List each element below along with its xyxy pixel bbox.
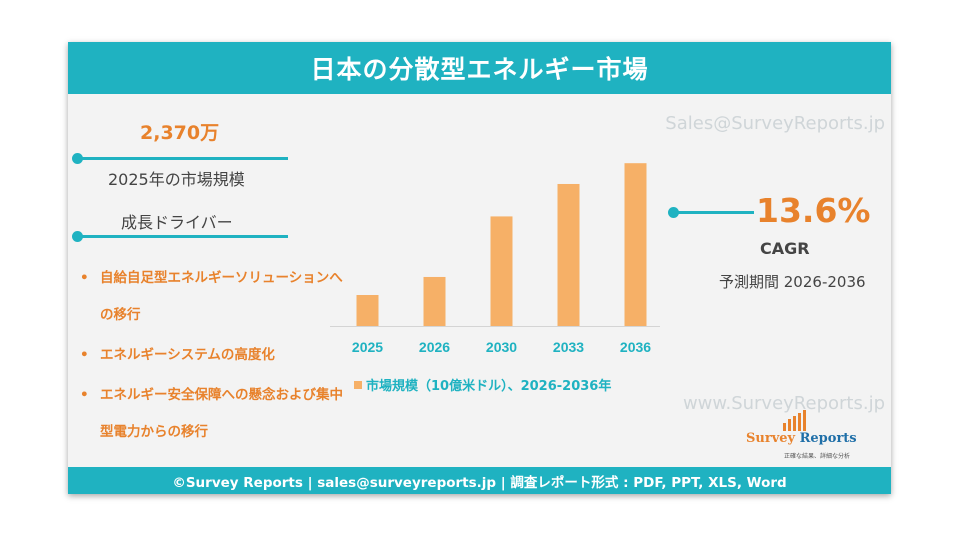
forecast-period: 予測期間 2026-2036 (719, 273, 866, 291)
drivers-list: 自給自足型エネルギーソリューションへの移行 エネルギーシステムの高度化 エネルギ… (76, 260, 346, 454)
logo-tagline: 正確な結果、詳細な分析 (784, 453, 851, 460)
cagr-label: CAGR (760, 239, 810, 258)
legend-swatch (354, 380, 362, 389)
drivers-line (76, 235, 288, 238)
market-line (76, 157, 288, 160)
driver-item: エネルギー安全保障への懸念および集中型電力からの移行 (76, 377, 346, 451)
cagr-line-dot (668, 207, 679, 218)
bar-2026 (423, 276, 446, 326)
header-bar: 日本の分散型エネルギー市場 (68, 42, 891, 94)
bar-2033 (557, 183, 580, 326)
x-tick-label: 2036 (620, 339, 651, 355)
bar-2025 (356, 295, 379, 326)
infographic-card: 日本の分散型エネルギー市場 Sales@SurveyReports.jp www… (68, 42, 891, 494)
survey-reports-logo: Survey Reports 正確な結果、詳細な分析 (746, 409, 866, 461)
x-tick-label: 2033 (553, 339, 584, 355)
bar-chart-logo-icon (783, 410, 806, 431)
bar-2036 (624, 163, 647, 326)
x-tick-label: 2030 (486, 339, 517, 355)
bar-2030 (490, 216, 513, 326)
watermark-email: Sales@SurveyReports.jp (665, 113, 885, 134)
cagr-line (678, 211, 754, 214)
driver-item: エネルギーシステムの高度化 (76, 337, 346, 374)
driver-item: 自給自足型エネルギーソリューションへの移行 (76, 260, 346, 334)
legend-label: 市場規模（10億米ドル）、2026-2036年 (366, 379, 612, 394)
x-tick-label: 2025 (352, 339, 383, 355)
cagr-value: 13.6% (756, 191, 871, 230)
watermark-url: www.SurveyReports.jp (682, 393, 885, 414)
logo-name-second: Reports (795, 431, 857, 446)
chart-legend: 市場規模（10億米ドル）、2026-2036年 (354, 375, 611, 394)
page-title: 日本の分散型エネルギー市場 (310, 55, 649, 84)
footer-text: ©Survey Reports | sales@surveyreports.jp… (172, 474, 787, 491)
logo-name: Survey Reports (746, 431, 857, 446)
x-tick-label: 2026 (419, 339, 450, 355)
drivers-title: 成長ドライバー (121, 213, 233, 232)
market-size-label: 2025年の市場規模 (108, 170, 245, 189)
footer-bar: ©Survey Reports | sales@surveyreports.jp… (68, 467, 891, 494)
market-size-value: 2,370万 (140, 122, 220, 144)
market-bar-chart: 2025 2026 2030 2033 2036 (330, 163, 660, 355)
logo-name-first: Survey (746, 431, 796, 446)
